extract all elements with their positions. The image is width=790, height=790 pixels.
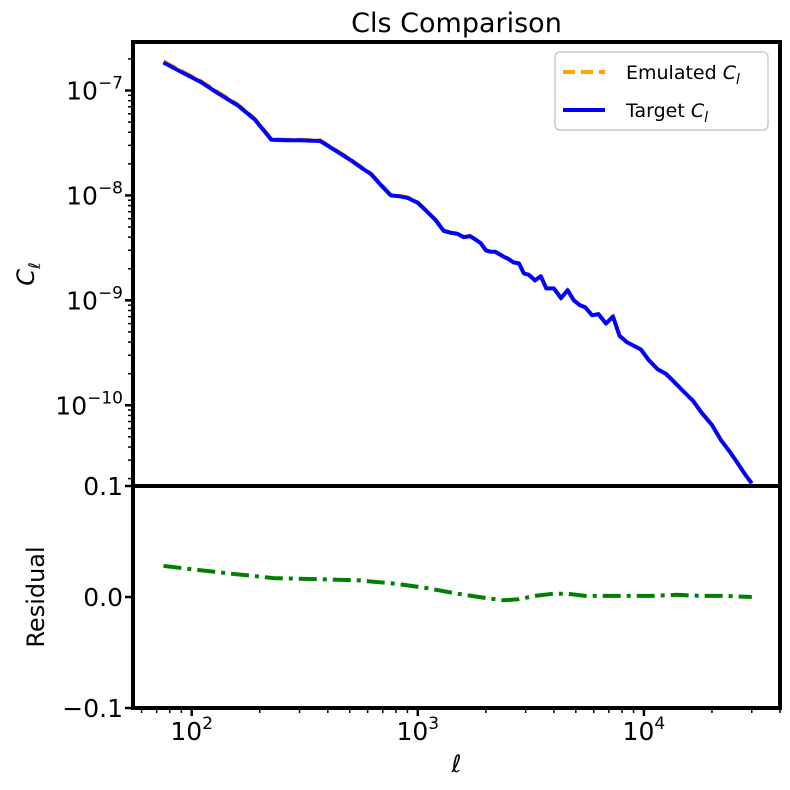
- x-tick-label: 103: [396, 714, 439, 746]
- legend-box: [554, 51, 769, 131]
- series-line-target-cl: [162, 60, 754, 485]
- y-axis-title-top: Cℓ: [12, 262, 44, 285]
- y-axis-title-bottom: Residual: [22, 546, 50, 647]
- x-tick-label: 102: [170, 714, 213, 746]
- y-tick-label-top: 10−10: [55, 388, 123, 420]
- y-tick-label-bottom: 0.0: [83, 583, 123, 612]
- y-tick-label-top: 10−8: [66, 178, 123, 210]
- y-tick-label-bottom: −0.1: [62, 694, 123, 723]
- y-tick-label-bottom: 0.1: [83, 472, 123, 501]
- x-tick-label: 104: [623, 714, 666, 746]
- series-line-residual: [163, 563, 752, 603]
- legend-label-target: Target Cl: [625, 100, 708, 126]
- chart-title: Cls Comparison: [351, 8, 562, 39]
- y-tick-label-top: 10−9: [66, 283, 123, 315]
- x-axis-title: ℓ: [451, 750, 462, 778]
- legend-label-emulated: Emulated Cl: [626, 62, 740, 88]
- y-tick-label-top: 10−7: [66, 74, 123, 106]
